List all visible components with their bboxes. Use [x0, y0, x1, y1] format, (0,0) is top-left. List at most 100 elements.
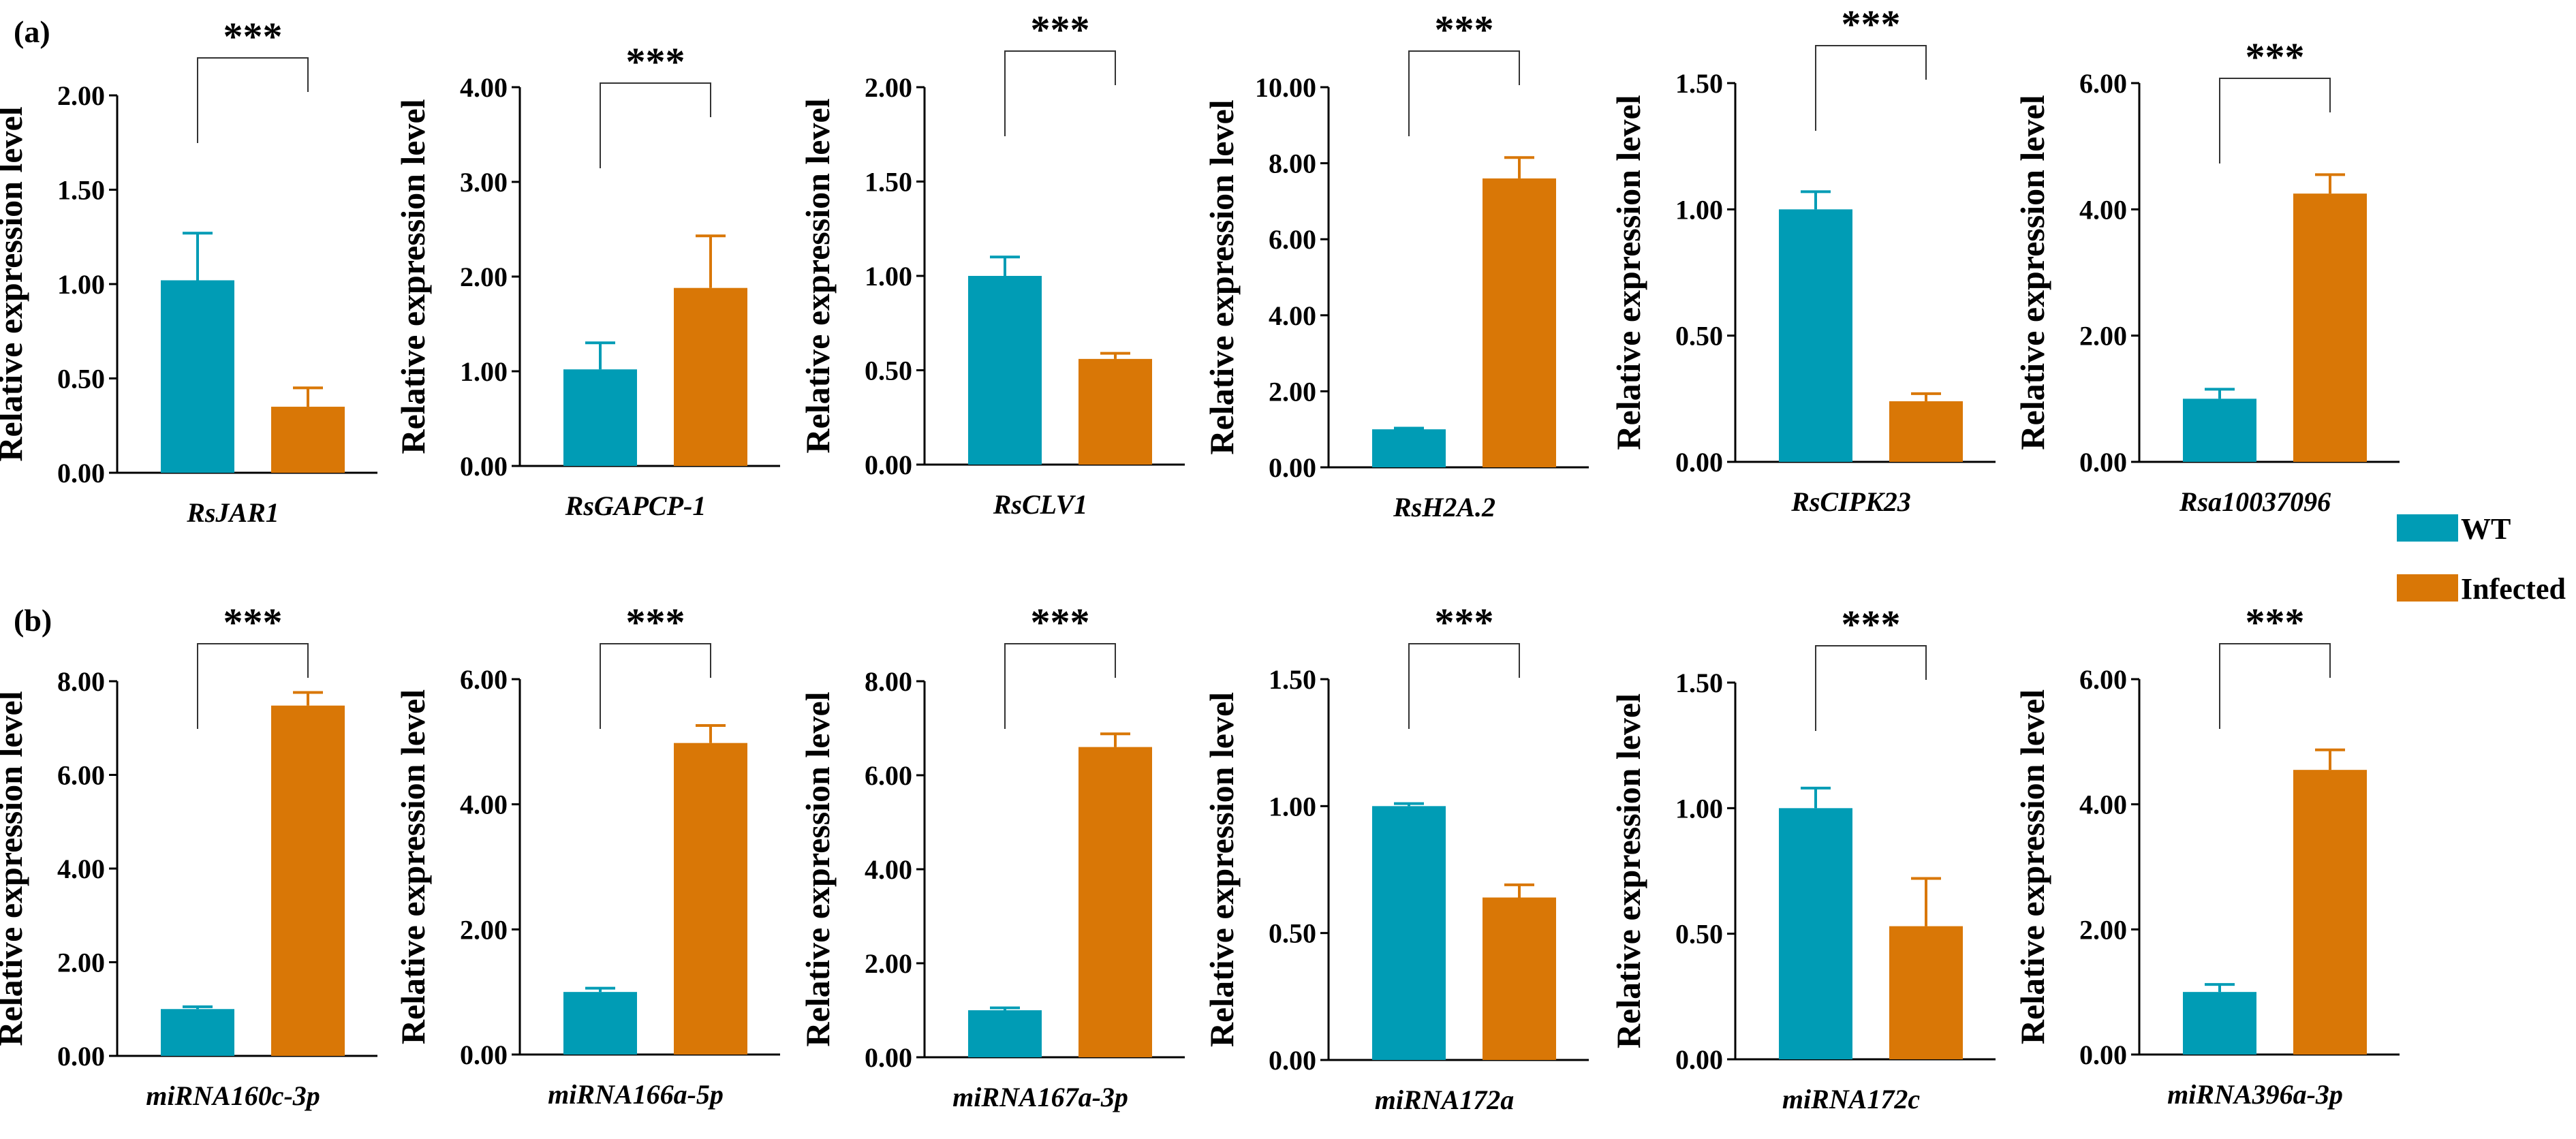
- significance-label: ***: [626, 40, 685, 84]
- infected-bar: [271, 705, 345, 1056]
- legend-swatch: [2397, 574, 2458, 602]
- y-axis-title: Relative expression level: [1202, 99, 1241, 454]
- panel-label: (a): [14, 14, 50, 49]
- infected-bar: [1078, 358, 1152, 465]
- y-axis-title: Relative expression level: [394, 689, 432, 1044]
- significance-bracket: [600, 643, 711, 729]
- y-tick-label: 0.00: [2079, 1040, 2127, 1070]
- wt-bar: [1372, 429, 1446, 467]
- gene-label: miRNA167a-3p: [952, 1082, 1128, 1112]
- significance-label: ***: [2246, 600, 2305, 644]
- y-tick-label: 6.00: [865, 760, 912, 791]
- gene-label: miRNA396a-3p: [2167, 1079, 2343, 1110]
- significance-bracket: [600, 82, 711, 168]
- wt-bar: [2183, 992, 2256, 1055]
- y-tick-label: 0.50: [1675, 321, 1723, 352]
- y-tick-label: 0.00: [1675, 447, 1723, 478]
- legend-label: WT: [2461, 512, 2511, 546]
- y-tick-label: 1.00: [1675, 793, 1723, 824]
- gene-label: RsJAR1: [186, 497, 279, 528]
- y-tick-label: 0.00: [1675, 1044, 1723, 1075]
- y-tick-label: 0.00: [865, 450, 912, 480]
- wt-bar: [1779, 808, 1852, 1059]
- y-tick-label: 8.00: [1269, 149, 1316, 179]
- y-tick-label: 6.00: [460, 664, 508, 695]
- infected-bar: [271, 407, 345, 473]
- chart-panel-9: 0.00 0.50 1.00 1.50 Relative expression leve…: [1202, 600, 1589, 1115]
- y-tick-label: 1.50: [865, 167, 912, 198]
- gene-label: Rsa10037096: [2179, 486, 2331, 517]
- y-axis-title: Relative expression level: [798, 691, 837, 1046]
- significance-label: ***: [1842, 602, 1901, 646]
- y-tick-label: 6.00: [57, 760, 105, 791]
- y-tick-label: 4.00: [57, 854, 105, 884]
- wt-bar: [1372, 806, 1446, 1060]
- significance-label: ***: [2246, 35, 2305, 79]
- y-tick-label: 1.00: [57, 269, 105, 300]
- y-tick-label: 4.00: [460, 72, 508, 103]
- significance-label: ***: [1842, 2, 1901, 46]
- wt-bar: [161, 280, 234, 473]
- infected-bar: [1078, 747, 1152, 1057]
- y-tick-label: 6.00: [2079, 664, 2127, 695]
- y-axis-title: Relative expression level: [1609, 693, 1647, 1048]
- infected-bar: [2293, 770, 2367, 1055]
- infected-bar: [1889, 926, 1963, 1059]
- y-axis-title: Relative expression level: [798, 98, 837, 453]
- y-tick-label: 8.00: [865, 666, 912, 697]
- y-tick-label: 0.50: [57, 364, 105, 394]
- chart-panel-0: 0.00 0.50 1.00 1.50 2.00 Relative expression …: [0, 14, 377, 528]
- infected-bar: [1483, 897, 1556, 1060]
- y-axis-title: Relative expression level: [2013, 95, 2051, 450]
- y-tick-label: 4.00: [865, 854, 912, 885]
- significance-bracket: [1408, 50, 1520, 136]
- significance-label: ***: [1435, 600, 1494, 644]
- significance-label: ***: [223, 14, 283, 59]
- significance-bracket: [2219, 78, 2331, 163]
- significance-label: ***: [626, 600, 685, 644]
- gene-label: miRNA160c-3p: [146, 1080, 320, 1111]
- significance-bracket: [1408, 643, 1520, 729]
- y-tick-label: 0.00: [460, 451, 508, 482]
- y-tick-label: 0.00: [1269, 452, 1316, 483]
- wt-bar: [1779, 209, 1852, 462]
- y-tick-label: 2.00: [460, 914, 508, 945]
- panel-label: (b): [14, 603, 52, 638]
- y-tick-label: 1.50: [57, 175, 105, 206]
- gene-label: RsGAPCP-1: [565, 490, 707, 521]
- y-tick-label: 0.50: [1269, 918, 1316, 949]
- y-tick-label: 0.00: [2079, 447, 2127, 478]
- y-tick-label: 1.00: [460, 356, 508, 387]
- y-tick-label: 4.00: [2079, 790, 2127, 820]
- wt-bar: [968, 1010, 1042, 1057]
- y-tick-label: 10.00: [1255, 72, 1316, 103]
- y-axis-title: Relative expression level: [1609, 95, 1647, 450]
- gene-label: RsCIPK23: [1790, 486, 1911, 517]
- chart-panel-5: 0.00 2.00 4.00 6.00 Relative expression leve…: [2013, 35, 2400, 517]
- y-tick-label: 1.00: [1269, 791, 1316, 822]
- y-tick-label: 0.00: [57, 458, 105, 488]
- significance-bracket: [197, 643, 309, 729]
- y-tick-label: 6.00: [2079, 68, 2127, 99]
- y-tick-label: 2.00: [1269, 376, 1316, 407]
- chart-panel-3: 0.00 2.00 4.00 6.00 8.00 10.00 Relative expres…: [1202, 7, 1589, 522]
- wt-bar: [2183, 399, 2256, 462]
- y-tick-label: 2.00: [865, 72, 912, 103]
- infected-bar: [674, 287, 747, 466]
- y-tick-label: 2.00: [57, 80, 105, 111]
- chart-panel-7: 0.00 2.00 4.00 6.00 Relative expression leve…: [394, 600, 780, 1110]
- y-tick-label: 6.00: [1269, 224, 1316, 255]
- y-tick-label: 0.50: [865, 356, 912, 386]
- wt-bar: [563, 369, 637, 466]
- y-tick-label: 2.00: [865, 948, 912, 979]
- significance-bracket: [1004, 643, 1116, 729]
- y-axis-title: Relative expression level: [0, 106, 29, 461]
- y-axis-title: Relative expression level: [2013, 689, 2051, 1044]
- significance-label: ***: [1435, 7, 1494, 52]
- y-tick-label: 2.00: [57, 948, 105, 978]
- infected-bar: [674, 743, 747, 1055]
- gene-label: miRNA166a-5p: [548, 1079, 724, 1110]
- significance-bracket: [197, 57, 309, 143]
- y-tick-label: 2.00: [2079, 914, 2127, 945]
